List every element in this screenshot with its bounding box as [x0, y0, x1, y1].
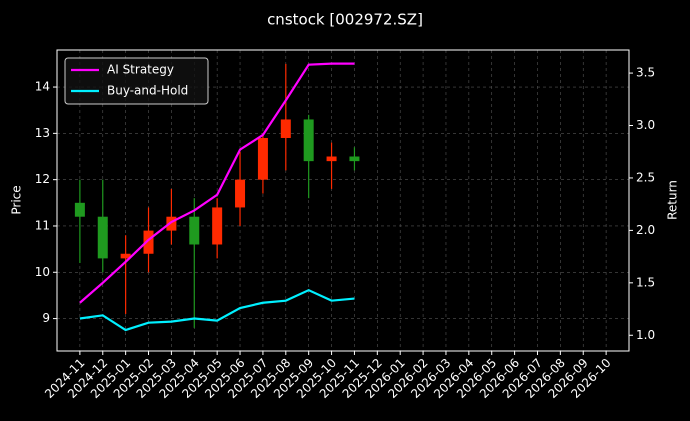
candle-body [189, 216, 200, 245]
y-tick-label: 12 [35, 172, 50, 186]
y2-tick-label: 3.0 [636, 118, 655, 132]
y2-tick-label: 2.0 [636, 223, 655, 237]
candle-body [166, 216, 177, 231]
plot-frame [56, 49, 630, 352]
candle-body [120, 253, 131, 259]
candle-body [326, 156, 337, 162]
legend-label: AI Strategy [107, 63, 174, 77]
candle-body [235, 179, 246, 208]
y2-tick-label: 2.5 [636, 170, 655, 184]
legend-label: Buy-and-Hold [107, 84, 188, 98]
y2-tick-label: 1.0 [636, 328, 655, 342]
candle-body [74, 202, 85, 217]
candle-body [303, 119, 314, 162]
candle-body [212, 207, 223, 245]
legend-box [64, 57, 209, 105]
candle-body [97, 216, 108, 259]
line-series [79, 288, 355, 332]
candle-body [280, 119, 291, 138]
y2-axis-label: Return [666, 180, 680, 220]
y2-tick-label: 1.5 [636, 275, 655, 289]
y-tick-label: 11 [35, 218, 50, 232]
candle-body [257, 137, 268, 180]
y-tick-label: 9 [42, 311, 50, 325]
candle-body [349, 156, 360, 162]
y-tick-label: 10 [35, 265, 50, 279]
y-axis-label: Price [10, 185, 24, 214]
candle-body [143, 230, 154, 254]
chart-title: cnstock [002972.SZ] [267, 11, 423, 29]
y2-tick-label: 3.5 [636, 66, 655, 80]
y-tick-label: 13 [35, 126, 50, 140]
line-series [79, 62, 355, 304]
y-tick-label: 14 [35, 80, 50, 94]
